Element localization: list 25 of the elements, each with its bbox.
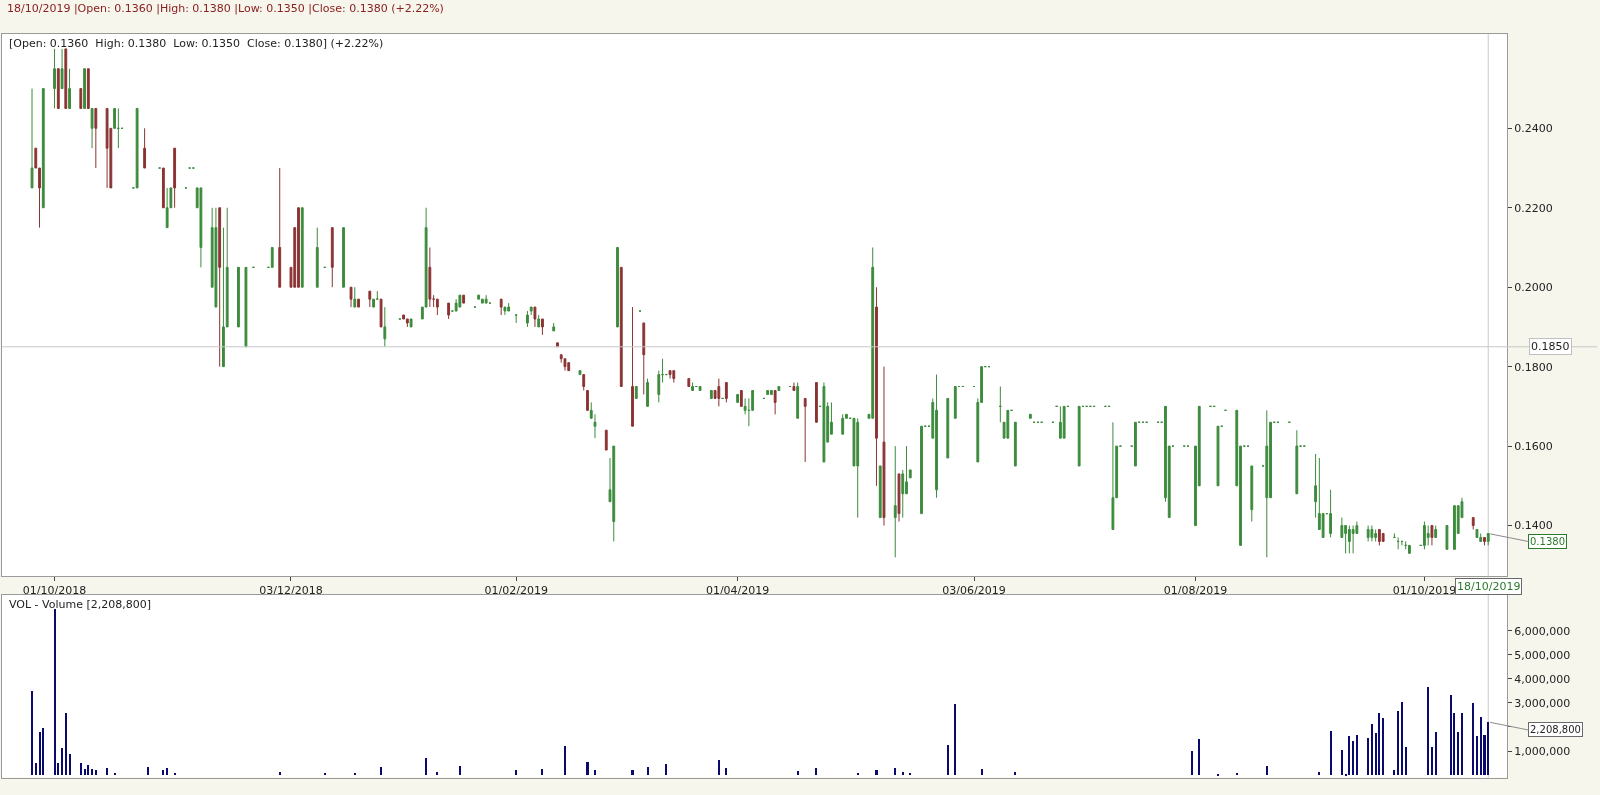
y-tick-label: 0.1800 bbox=[1514, 360, 1553, 374]
x-tick-label: 01/02/2019 bbox=[484, 584, 548, 598]
x-tick-label: 01/10/2019 bbox=[1392, 584, 1457, 598]
chart-subtitle: [Open: 0.1360 High: 0.1380 Low: 0.1350 Close: 0.1380] (+2.22%) bbox=[9, 37, 384, 50]
ref-line-label: 18/10/2019 bbox=[1457, 580, 1521, 593]
x-tick-label: 01/08/2019 bbox=[1163, 584, 1228, 598]
y-tick-label: 0.2200 bbox=[1514, 201, 1553, 215]
x-tick-label: 01/10/2018 bbox=[22, 584, 87, 598]
x-tick-label: 03/06/2019 bbox=[942, 584, 1006, 598]
y-tick-label: 1,000,000 bbox=[1514, 744, 1571, 758]
y-tick-label: 0.2400 bbox=[1514, 122, 1553, 136]
y-tick-label: 4,000,000 bbox=[1514, 672, 1571, 686]
y-tick-label: 6,000,000 bbox=[1514, 624, 1571, 638]
chart-title: 18/10/2019 |Open: 0.1360 |High: 0.1380 |Low: 0.1350 |Close: 0.1380 (+2.22%) bbox=[7, 2, 444, 15]
x-tick-label: 03/12/2018 bbox=[259, 584, 323, 598]
y-tick-label: 5,000,000 bbox=[1514, 648, 1571, 662]
annotation: 2,208,800 bbox=[1530, 724, 1581, 735]
ref-line-label: 0.1850 bbox=[1531, 340, 1570, 353]
y-tick-label: 0.1400 bbox=[1514, 519, 1553, 533]
annotation: 0.1380 bbox=[1530, 536, 1565, 547]
x-tick-label: 01/04/2019 bbox=[705, 584, 770, 598]
y-tick-label: 0.2000 bbox=[1514, 281, 1553, 295]
y-tick-label: 0.1600 bbox=[1514, 439, 1553, 453]
y-tick-label: 3,000,000 bbox=[1514, 696, 1571, 710]
chart-title: VOL - Volume [2,208,800] bbox=[9, 598, 152, 611]
